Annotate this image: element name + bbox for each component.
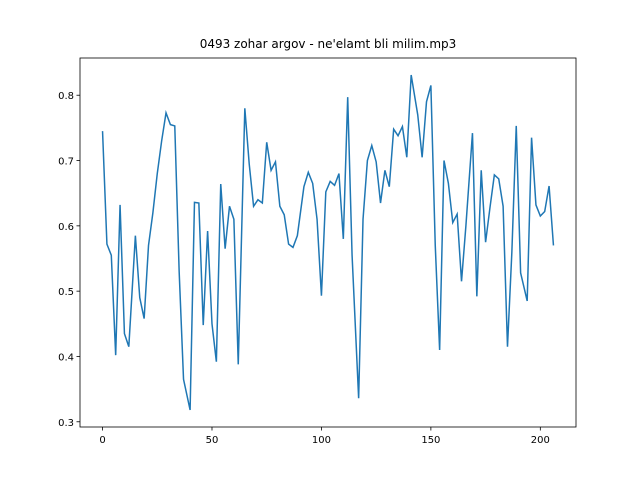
- x-tick-label: 150: [421, 435, 440, 446]
- data-line: [101, 74, 555, 411]
- y-tick-label: 0.5: [58, 287, 74, 298]
- plot-frame: [79, 57, 577, 428]
- y-tick-label: 0.7: [58, 157, 74, 168]
- chart-title: 0493 zohar argov - ne'elamt bli milim.mp…: [200, 37, 457, 51]
- x-tick-label: 50: [206, 435, 219, 446]
- y-tick-label: 0.8: [58, 91, 74, 102]
- y-tick-label: 0.4: [58, 352, 74, 363]
- y-tick-label: 0.6: [58, 222, 74, 233]
- y-tick-label: 0.3: [58, 418, 74, 429]
- x-tick-label: 0: [99, 435, 105, 446]
- x-tick-label: 100: [312, 435, 331, 446]
- x-tick-label: 200: [531, 435, 550, 446]
